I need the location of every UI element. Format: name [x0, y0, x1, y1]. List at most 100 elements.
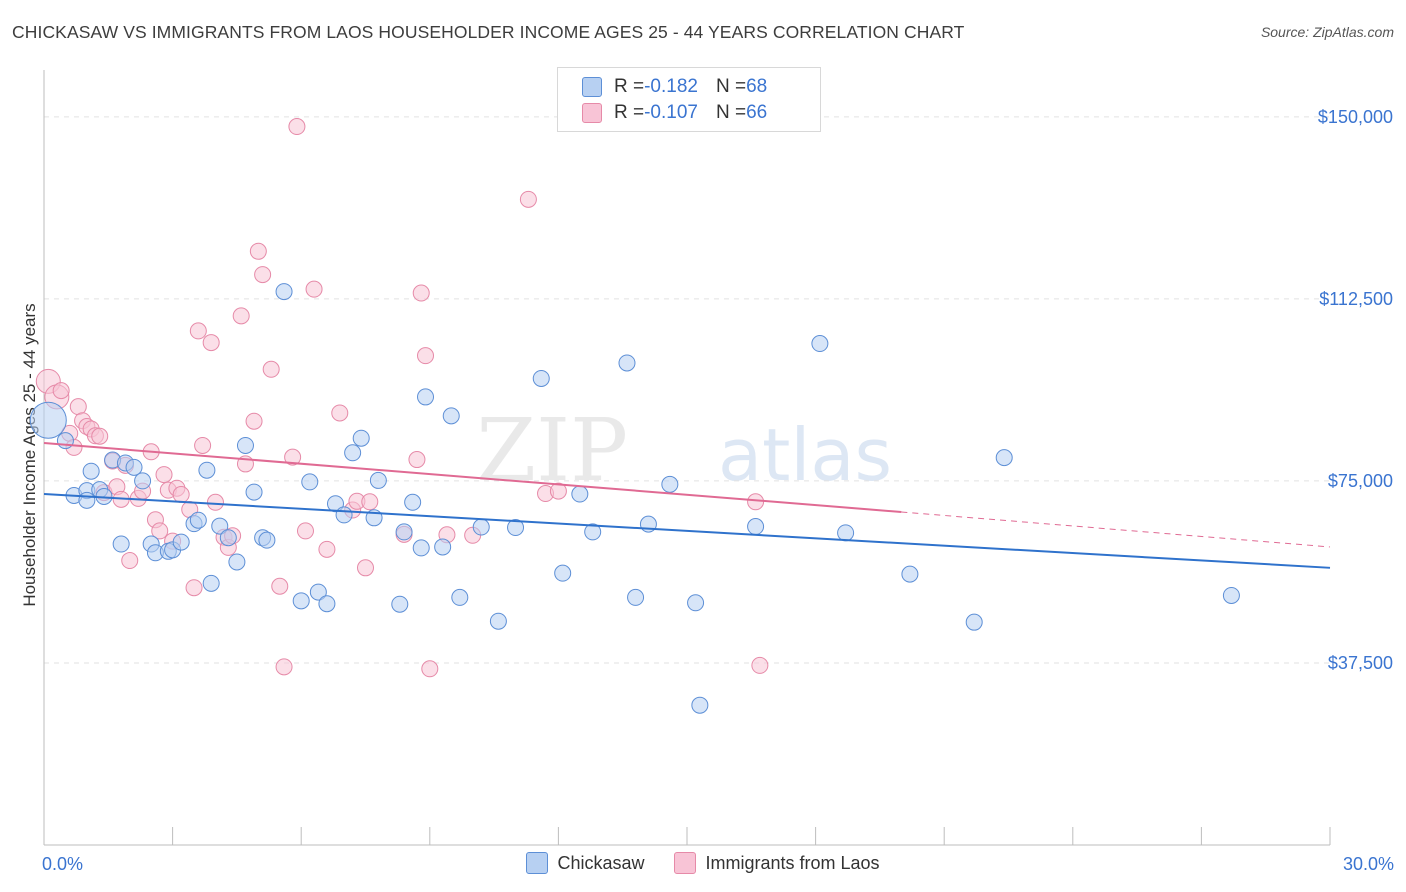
data-point-laos	[417, 347, 435, 365]
trend-line-laos	[43, 442, 902, 513]
data-point-chickasaw	[687, 594, 705, 612]
data-point-chickasaw	[434, 538, 452, 556]
legend-r-value: -0.182	[644, 76, 698, 97]
data-point-chickasaw	[691, 696, 709, 714]
series-legend-label: Immigrants from Laos	[705, 852, 880, 873]
data-point-laos	[202, 334, 220, 352]
x-tick-label: 30.0%	[1343, 854, 1394, 874]
legend-n-label: N =	[715, 76, 747, 97]
data-point-laos	[305, 280, 323, 298]
legend-row-chickasaw: R = -0.182 N = 68	[582, 75, 767, 99]
data-point-laos	[408, 451, 426, 469]
legend-row-laos: R = -0.107 N = 66	[582, 101, 767, 125]
data-point-laos	[751, 656, 769, 674]
data-point-laos	[296, 522, 314, 540]
series-legend-item-chickasaw: Chickasaw	[526, 852, 644, 874]
legend-n-value: 68	[746, 76, 768, 97]
data-point-laos	[206, 493, 224, 511]
data-point-chickasaw	[995, 449, 1013, 467]
series-legend: Chickasaw Immigrants from Laos	[0, 852, 1406, 874]
data-point-chickasaw	[125, 458, 143, 476]
data-point-laos	[412, 284, 430, 302]
data-point-laos	[331, 404, 349, 422]
x-tick-labels: 0.0% 30.0%	[42, 854, 1394, 874]
data-point-chickasaw	[258, 531, 276, 549]
data-point-laos	[357, 559, 374, 577]
y-tick-label: $112,500	[1319, 289, 1393, 309]
data-point-chickasaw	[292, 592, 310, 610]
data-point-chickasaw	[245, 483, 263, 501]
data-point-chickasaw	[352, 429, 370, 447]
data-point-laos	[361, 493, 379, 511]
legend-r-label: R =	[614, 76, 645, 97]
watermark-light: atlas	[718, 413, 892, 497]
data-point-laos	[275, 658, 293, 676]
data-point-chickasaw	[571, 485, 589, 503]
data-point-laos	[254, 266, 272, 284]
data-point-laos	[249, 242, 267, 260]
data-point-chickasaw	[369, 471, 387, 489]
data-point-chickasaw	[532, 369, 550, 387]
data-point-laos	[519, 190, 537, 208]
data-point-chickasaw	[507, 519, 525, 537]
data-point-laos	[52, 382, 70, 400]
y-tick-label: $150,000	[1318, 107, 1393, 127]
data-point-chickasaw	[404, 493, 422, 511]
legend-n-value: 66	[746, 102, 768, 123]
data-point-chickasaw	[391, 595, 409, 613]
data-point-chickasaw	[417, 388, 435, 406]
data-point-chickasaw	[219, 529, 237, 547]
data-point-chickasaw	[451, 588, 469, 606]
data-point-chickasaw	[318, 595, 336, 613]
data-point-chickasaw	[627, 588, 645, 606]
data-point-laos	[69, 398, 87, 416]
data-point-chickasaw	[228, 553, 246, 571]
data-point-chickasaw	[236, 436, 254, 454]
series-immigrants-from-laos	[35, 118, 769, 678]
y-tick-label: $75,000	[1328, 471, 1393, 491]
data-point-chickasaw	[395, 523, 413, 541]
series-legend-item-laos: Immigrants from Laos	[674, 852, 880, 874]
data-point-chickasaw	[202, 574, 220, 592]
data-point-laos	[91, 427, 109, 445]
data-point-chickasaw	[965, 613, 983, 631]
data-point-chickasaw	[412, 539, 430, 557]
y-tick-label: $37,500	[1328, 653, 1393, 673]
data-point-chickasaw	[837, 524, 855, 542]
data-point-chickasaw	[618, 354, 636, 372]
data-point-chickasaw	[189, 511, 207, 529]
watermark: ZIP atlas	[476, 401, 892, 501]
data-point-chickasaw	[442, 407, 460, 425]
gridlines	[44, 116, 1330, 664]
legend-swatch-pink	[582, 103, 602, 123]
series-legend-swatch-blue	[526, 852, 549, 874]
data-point-chickasaw	[661, 475, 679, 493]
data-point-chickasaw	[275, 283, 293, 301]
data-point-laos	[185, 579, 203, 597]
data-point-laos	[232, 307, 250, 325]
correlation-legend: R = -0.182 N = 68 R = -0.107 N = 66	[557, 67, 821, 132]
trend-line-laos-extension	[901, 511, 1331, 548]
series-legend-label: Chickasaw	[557, 852, 645, 873]
legend-r-value: -0.107	[644, 102, 698, 123]
legend-r-label: R =	[614, 102, 645, 123]
data-point-chickasaw	[747, 518, 765, 536]
source-label: Source: ZipAtlas.com	[1260, 24, 1394, 40]
legend-swatch-blue	[582, 77, 602, 97]
data-point-laos	[172, 486, 190, 504]
trend-line-chickasaw	[43, 493, 1331, 569]
data-point-laos	[271, 577, 289, 595]
data-point-chickasaw	[335, 506, 353, 524]
data-point-chickasaw	[811, 335, 829, 353]
data-point-chickasaw	[309, 583, 327, 601]
axes	[43, 70, 1331, 846]
data-point-chickasaw	[78, 491, 96, 509]
data-point-laos	[194, 436, 212, 454]
data-point-chickasaw	[584, 523, 602, 541]
data-point-laos	[189, 322, 207, 340]
data-point-chickasaw	[82, 462, 100, 480]
data-point-laos	[155, 466, 173, 484]
data-point-chickasaw	[1222, 586, 1240, 604]
series-chickasaw	[29, 283, 1240, 714]
y-tick-labels: $37,500 $75,000 $112,500 $150,000	[1318, 107, 1393, 673]
